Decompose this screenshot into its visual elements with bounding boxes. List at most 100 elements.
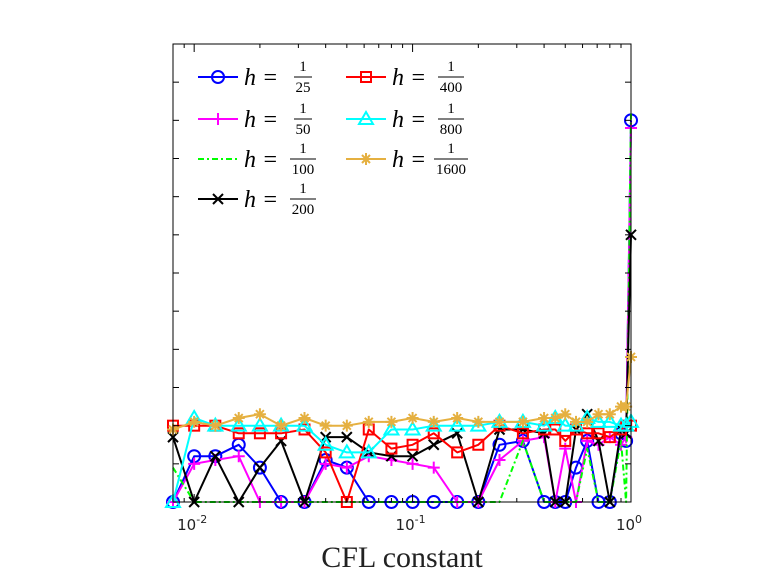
legend-item-200: h = 1 200	[198, 181, 316, 218]
data-point	[493, 454, 506, 467]
data-point	[319, 419, 332, 432]
data-point	[319, 446, 332, 459]
legend-label: h =	[392, 147, 426, 173]
axis-ticks	[172, 43, 632, 503]
data-point	[516, 415, 529, 428]
data-point	[559, 434, 572, 447]
data-point	[603, 408, 616, 421]
data-point	[581, 415, 594, 428]
legend-frac-den: 50	[296, 122, 311, 138]
legend-item-1600: h = 1 1600	[346, 141, 468, 178]
x-tick-label: 10-2	[177, 513, 207, 534]
data-point	[581, 427, 594, 440]
data-point	[559, 442, 572, 455]
data-point	[209, 419, 222, 432]
legend-frac-den: 25	[296, 80, 311, 96]
data-point	[212, 193, 224, 205]
legend-frac-den: 100	[292, 162, 315, 178]
legend: h = 1 25 h = 1 50 h = 1 100 h = 1 200 h = 1 400 h = 1 800…	[198, 59, 468, 218]
data-point	[603, 431, 616, 444]
data-point	[581, 434, 594, 447]
data-point	[427, 461, 440, 474]
data-point	[406, 457, 419, 470]
data-point	[253, 427, 266, 440]
legend-label: h =	[392, 65, 426, 91]
legend-frac-num: 1	[299, 181, 307, 197]
data-point	[295, 416, 314, 432]
legend-item-400: h = 1 400	[346, 59, 464, 96]
data-point	[340, 419, 353, 432]
legend-label: h =	[244, 147, 278, 173]
legend-frac-num: 1	[447, 141, 455, 157]
data-point	[362, 415, 375, 428]
data-point	[428, 439, 440, 451]
data-point	[472, 415, 485, 428]
data-point	[451, 412, 464, 425]
data-point	[406, 412, 419, 425]
data-point	[232, 412, 245, 425]
data-point	[385, 415, 398, 428]
legend-item-100: h = 1 100	[198, 141, 316, 178]
series-1600	[167, 350, 637, 436]
data-point	[589, 412, 608, 428]
data-point	[357, 110, 375, 125]
data-point	[253, 408, 266, 421]
data-point	[254, 461, 266, 474]
data-point	[620, 400, 633, 413]
data-point	[360, 153, 372, 165]
data-point	[570, 415, 582, 428]
legend-item-25: h = 1 25	[198, 59, 312, 96]
data-point	[406, 450, 419, 462]
legend-frac-den: 400	[440, 80, 463, 96]
data-point	[251, 416, 269, 432]
data-point	[188, 415, 201, 428]
data-point	[275, 419, 288, 432]
data-point	[549, 412, 562, 425]
data-point	[232, 427, 245, 440]
data-point	[230, 416, 248, 432]
x-tick-label: 10-1	[396, 513, 426, 534]
data-point	[427, 415, 440, 428]
data-point	[385, 442, 398, 455]
data-point	[209, 450, 222, 462]
data-point	[338, 443, 356, 459]
legend-frac-num: 1	[299, 141, 307, 157]
data-point	[232, 450, 245, 463]
x-tick-labels: 10-2 10-1 100	[177, 513, 642, 534]
legend-item-800: h = 1 800	[346, 101, 464, 138]
legend-frac-den: 200	[292, 202, 315, 218]
data-point	[252, 460, 267, 475]
legend-label: h =	[392, 107, 426, 133]
legend-frac-den: 1600	[436, 162, 466, 178]
data-point	[493, 415, 506, 428]
data-point	[427, 427, 440, 440]
data-point	[341, 431, 353, 443]
data-point	[211, 70, 225, 84]
legend-label: h =	[244, 65, 278, 91]
series-layer	[164, 112, 640, 509]
data-point	[403, 420, 422, 436]
data-point	[451, 446, 464, 459]
legend-label: h =	[244, 107, 278, 133]
series-line	[172, 120, 632, 503]
data-point	[556, 416, 574, 432]
legend-frac-den: 800	[440, 122, 463, 138]
data-point	[316, 435, 335, 451]
data-point	[164, 493, 182, 508]
data-point	[212, 113, 224, 125]
data-point	[406, 438, 419, 451]
x-tick-label: 100	[616, 513, 642, 534]
series-400	[167, 419, 637, 508]
legend-frac-num: 1	[447, 101, 455, 117]
data-point	[448, 416, 466, 432]
data-point	[617, 416, 635, 432]
data-point	[559, 408, 572, 421]
data-point	[188, 457, 201, 470]
data-point	[592, 408, 605, 421]
data-point	[538, 412, 551, 425]
data-point	[472, 438, 485, 451]
data-point	[535, 416, 553, 432]
data-point	[360, 71, 372, 83]
legend-frac-num: 1	[447, 59, 455, 75]
data-point	[360, 443, 378, 459]
